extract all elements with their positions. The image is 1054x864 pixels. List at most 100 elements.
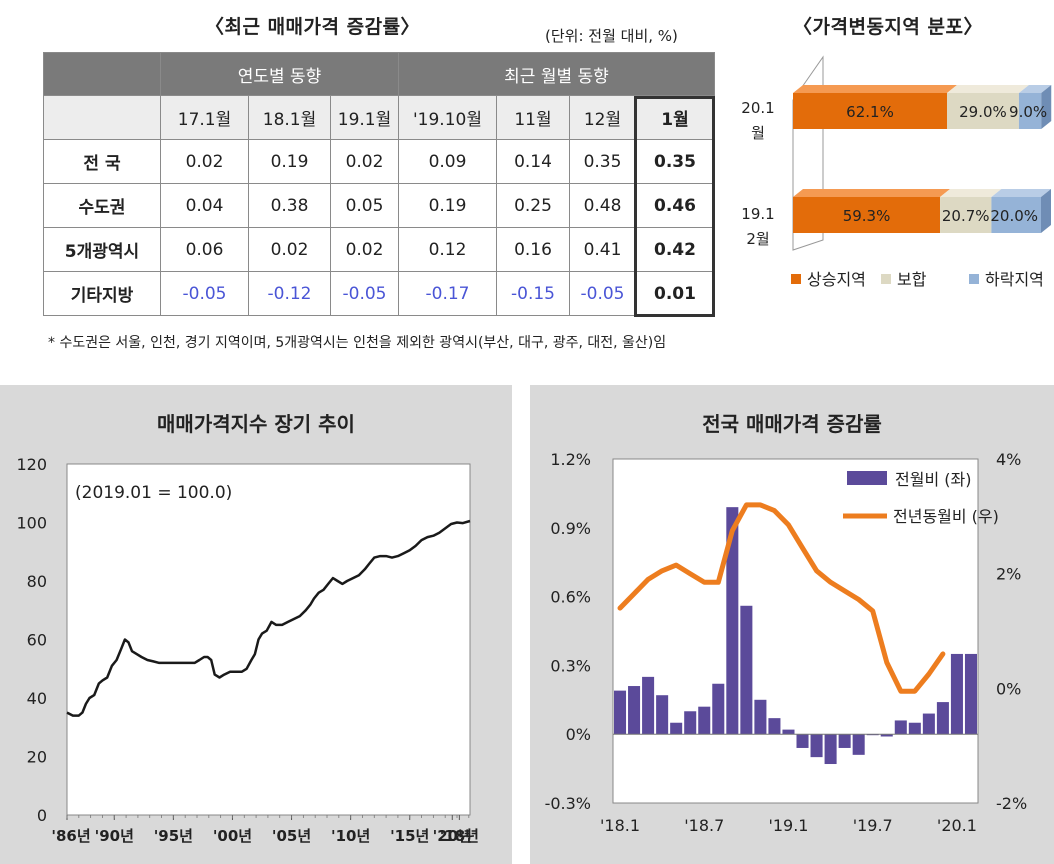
legend-label: 상승지역 bbox=[807, 270, 866, 289]
bar-segment bbox=[991, 197, 1041, 233]
bar-top bbox=[991, 189, 1051, 197]
distribution-title: 〈가격변동지역 분포〉 bbox=[793, 16, 983, 38]
table-unit: (단위: 전월 대비, %) bbox=[545, 27, 678, 45]
x-tick-label: '19.1 bbox=[768, 816, 808, 835]
bar-monthly bbox=[936, 702, 949, 735]
table-cell: 0.41 bbox=[569, 227, 636, 272]
table-corner bbox=[43, 52, 161, 96]
category-label: 19.1 bbox=[741, 205, 774, 223]
y-tick-label: 0 bbox=[37, 806, 47, 825]
table-cell-current: 0.46 bbox=[635, 183, 715, 228]
bar-monthly bbox=[754, 699, 767, 735]
bar-monthly bbox=[894, 720, 907, 735]
table-row: 기타지방 -0.05 -0.12 -0.05 -0.17 -0.15 -0.05… bbox=[43, 271, 715, 316]
data-label: 20.0% bbox=[990, 207, 1038, 225]
bar-monthly bbox=[824, 734, 837, 765]
table-cell: 0.02 bbox=[248, 227, 331, 272]
bar-monthly bbox=[964, 653, 977, 735]
table-cell: 0.02 bbox=[330, 139, 399, 184]
index-chart: 0 20 40 60 80 100 120 '86년 '90년 '95년 '00년 '05년 '10년 '… bbox=[16, 455, 479, 845]
table-cell: 0.35 bbox=[569, 139, 636, 184]
bar-monthly bbox=[908, 722, 921, 735]
table-cell: 0.06 bbox=[160, 227, 249, 272]
y-tick-label: 120 bbox=[16, 455, 47, 474]
table-group-header-row: 연도별 동향 최근 월별 동향 bbox=[43, 52, 715, 96]
row-label: 전 국 bbox=[43, 139, 161, 184]
bar-top bbox=[947, 85, 1029, 93]
bar-side bbox=[1041, 189, 1051, 233]
table-cell: 0.02 bbox=[160, 139, 249, 184]
distribution-chart: 20.1 월 62.1% 29.0% 9.0% 19.1 2월 59.3% 20.7% 20.0%… bbox=[741, 55, 1052, 289]
combo-chart-title: 전국 매매가격 증감률 bbox=[702, 412, 882, 436]
bar-monthly bbox=[838, 734, 851, 748]
legend-swatch bbox=[881, 274, 891, 284]
legend-label: 보합 bbox=[897, 270, 927, 289]
left-tick-label: 0.6% bbox=[550, 588, 591, 607]
x-tick-label: '90년 bbox=[95, 827, 134, 845]
bar-monthly bbox=[852, 734, 865, 755]
table-corner-2 bbox=[43, 95, 161, 140]
y-tick-label: 20 bbox=[27, 748, 47, 767]
column-header: 19.1월 bbox=[330, 95, 399, 140]
legend-swatch-bar bbox=[847, 471, 887, 485]
legend-label: 전월비 (좌) bbox=[895, 470, 971, 489]
bar-monthly bbox=[642, 676, 655, 735]
x-tick-label: '00년 bbox=[213, 827, 252, 845]
column-header: 12월 bbox=[569, 95, 636, 140]
category-label: 월 bbox=[751, 124, 765, 142]
right-tick-label: 4% bbox=[996, 450, 1021, 469]
bar-segment bbox=[793, 93, 948, 129]
table-cell: 0.02 bbox=[330, 227, 399, 272]
left-tick-label: 0.3% bbox=[550, 656, 591, 675]
table-cell: -0.17 bbox=[398, 271, 497, 316]
table-cell: 0.38 bbox=[248, 183, 331, 228]
data-label: 9.0% bbox=[1009, 103, 1047, 121]
y-tick-label: 60 bbox=[27, 631, 47, 650]
bar-monthly bbox=[922, 713, 935, 735]
table-cell: 0.05 bbox=[330, 183, 399, 228]
bar-top bbox=[940, 189, 1002, 197]
table-cell: 0.09 bbox=[398, 139, 497, 184]
table-column-header-row: 17.1월 18.1월 19.1월 '19.10월 11월 12월 1월 bbox=[43, 95, 715, 140]
left-tick-label: -0.3% bbox=[545, 794, 591, 813]
bar-monthly bbox=[950, 653, 963, 735]
x-tick-label: '20년 bbox=[433, 827, 472, 845]
data-label: 62.1% bbox=[846, 103, 894, 121]
right-tick-label: 2% bbox=[996, 565, 1021, 584]
bar-segment bbox=[1018, 93, 1042, 129]
bar-monthly bbox=[740, 605, 753, 735]
bar-monthly bbox=[614, 690, 627, 735]
legend-label: 전년동월비 (우) bbox=[893, 507, 999, 526]
bar-monthly bbox=[684, 711, 697, 735]
plot-area bbox=[612, 458, 979, 804]
table-cell: -0.05 bbox=[569, 271, 636, 316]
legend-label: 하락지역 bbox=[985, 270, 1044, 289]
left-tick-label: 1.2% bbox=[550, 450, 591, 469]
left-tick-label: 0% bbox=[566, 725, 591, 744]
price-change-table: 연도별 동향 최근 월별 동향 17.1월 18.1월 19.1월 '19.10… bbox=[43, 52, 715, 316]
group-header-monthly: 최근 월별 동향 bbox=[398, 52, 715, 96]
data-label: 59.3% bbox=[843, 207, 891, 225]
table-row: 5개광역시 0.06 0.02 0.02 0.12 0.16 0.41 0.42 bbox=[43, 227, 715, 272]
column-header-current: 1월 bbox=[635, 95, 715, 140]
column-header: '19.10월 bbox=[398, 95, 497, 140]
table-cell: -0.15 bbox=[496, 271, 570, 316]
chart-annotation: (2019.01 = 100.0) bbox=[75, 483, 232, 503]
table-cell: -0.05 bbox=[330, 271, 399, 316]
table-cell-current: 0.01 bbox=[635, 271, 715, 316]
bar-top bbox=[793, 189, 951, 197]
bar-monthly bbox=[810, 734, 823, 758]
row-label: 기타지방 bbox=[43, 271, 161, 316]
x-tick-label: '15년 bbox=[390, 827, 429, 845]
table-cell: 0.16 bbox=[496, 227, 570, 272]
bar-segment bbox=[947, 93, 1019, 129]
table-cell: 0.25 bbox=[496, 183, 570, 228]
table-cell: -0.05 bbox=[160, 271, 249, 316]
bar-monthly bbox=[670, 722, 683, 735]
table-cell: 0.19 bbox=[248, 139, 331, 184]
plot-area bbox=[66, 463, 471, 816]
legend-swatch bbox=[791, 274, 801, 284]
left-tick-label: 0.9% bbox=[550, 519, 591, 538]
bar-monthly bbox=[880, 734, 893, 737]
column-header: 18.1월 bbox=[248, 95, 331, 140]
